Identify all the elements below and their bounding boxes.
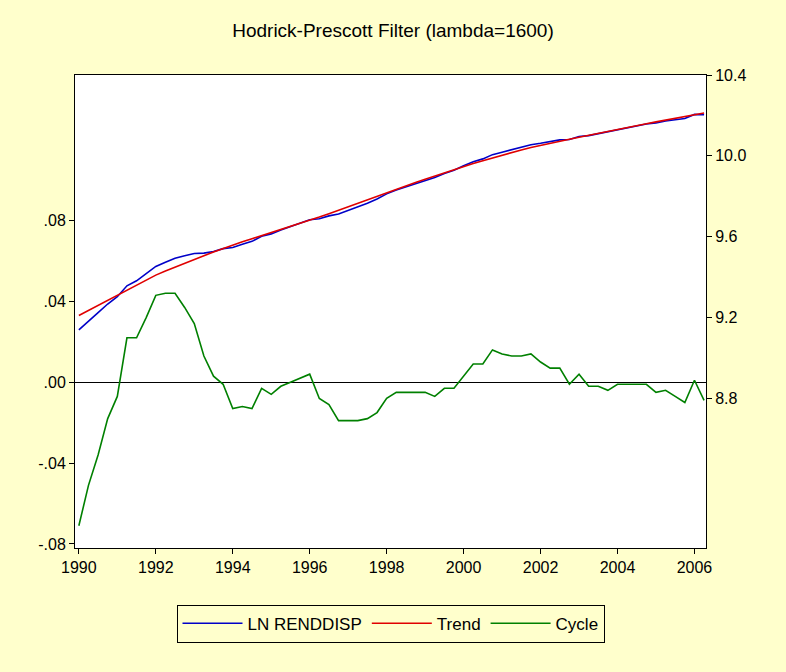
svg-text:9.6: 9.6 [715,228,737,245]
svg-text:10.4: 10.4 [715,67,746,84]
svg-text:2004: 2004 [600,559,636,576]
svg-text:LN RENDDISP: LN RENDDISP [248,615,362,634]
svg-text:Hodrick-Prescott Filter (lambd: Hodrick-Prescott Filter (lambda=1600) [232,20,554,41]
svg-text:-.04: -.04 [38,455,66,472]
svg-text:.04: .04 [44,293,66,310]
svg-text:Trend: Trend [437,615,481,634]
svg-text:10.0: 10.0 [715,147,746,164]
svg-text:2002: 2002 [523,559,559,576]
svg-text:1992: 1992 [138,559,174,576]
svg-text:-.08: -.08 [38,536,66,553]
svg-text:.00: .00 [44,374,66,391]
svg-text:8.8: 8.8 [715,390,737,407]
svg-text:1994: 1994 [215,559,251,576]
svg-text:2006: 2006 [677,559,713,576]
svg-text:2000: 2000 [446,559,482,576]
svg-text:.08: .08 [44,212,66,229]
svg-text:1998: 1998 [369,559,405,576]
svg-text:1990: 1990 [61,559,97,576]
svg-text:1996: 1996 [292,559,328,576]
svg-text:Cycle: Cycle [556,615,599,634]
svg-text:9.2: 9.2 [715,309,737,326]
